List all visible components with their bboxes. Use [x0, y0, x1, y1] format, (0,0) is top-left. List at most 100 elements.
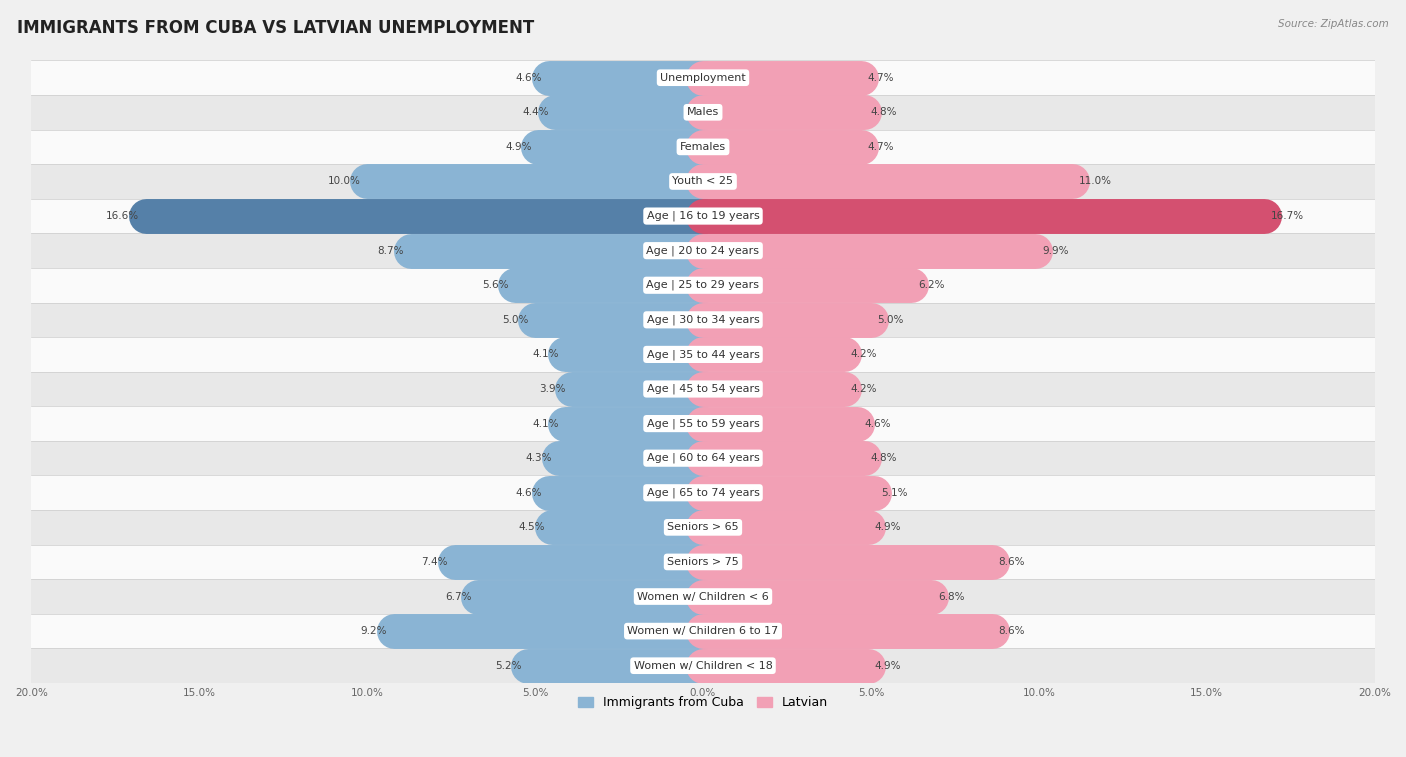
- Bar: [703, 205, 1264, 227]
- Bar: [703, 378, 844, 400]
- Text: Age | 20 to 24 years: Age | 20 to 24 years: [647, 245, 759, 256]
- Bar: [703, 655, 868, 677]
- Text: 9.9%: 9.9%: [1042, 246, 1069, 256]
- Text: 3.9%: 3.9%: [538, 384, 565, 394]
- Text: Females: Females: [681, 142, 725, 152]
- Legend: Immigrants from Cuba, Latvian: Immigrants from Cuba, Latvian: [574, 691, 832, 714]
- Text: Age | 65 to 74 years: Age | 65 to 74 years: [647, 488, 759, 498]
- Text: 5.0%: 5.0%: [877, 315, 904, 325]
- Bar: [565, 413, 703, 435]
- Text: 4.9%: 4.9%: [875, 661, 901, 671]
- Bar: [703, 413, 858, 435]
- Text: Age | 25 to 29 years: Age | 25 to 29 years: [647, 280, 759, 291]
- Bar: [31, 372, 1375, 407]
- Text: 8.6%: 8.6%: [998, 626, 1025, 636]
- Bar: [548, 481, 703, 504]
- Text: 5.0%: 5.0%: [502, 315, 529, 325]
- Text: Age | 55 to 59 years: Age | 55 to 59 years: [647, 419, 759, 428]
- Text: Age | 35 to 44 years: Age | 35 to 44 years: [647, 349, 759, 360]
- Text: 4.2%: 4.2%: [851, 384, 877, 394]
- Text: 4.2%: 4.2%: [851, 350, 877, 360]
- Text: 8.7%: 8.7%: [378, 246, 404, 256]
- Bar: [454, 550, 703, 573]
- Text: 4.1%: 4.1%: [531, 419, 558, 428]
- Bar: [31, 164, 1375, 199]
- Text: 4.8%: 4.8%: [870, 107, 897, 117]
- Bar: [553, 516, 703, 538]
- Bar: [548, 67, 703, 89]
- Bar: [703, 239, 1035, 262]
- Text: Women w/ Children 6 to 17: Women w/ Children 6 to 17: [627, 626, 779, 636]
- Text: 4.8%: 4.8%: [870, 453, 897, 463]
- Bar: [703, 447, 865, 469]
- Bar: [703, 274, 911, 297]
- Bar: [367, 170, 703, 193]
- Text: 7.4%: 7.4%: [422, 557, 447, 567]
- Bar: [538, 136, 703, 158]
- Bar: [31, 544, 1375, 579]
- Bar: [31, 268, 1375, 303]
- Text: 6.2%: 6.2%: [918, 280, 945, 290]
- Bar: [703, 101, 865, 123]
- Text: Seniors > 75: Seniors > 75: [666, 557, 740, 567]
- Text: IMMIGRANTS FROM CUBA VS LATVIAN UNEMPLOYMENT: IMMIGRANTS FROM CUBA VS LATVIAN UNEMPLOY…: [17, 19, 534, 37]
- Bar: [31, 614, 1375, 649]
- Bar: [565, 343, 703, 366]
- Text: Women w/ Children < 18: Women w/ Children < 18: [634, 661, 772, 671]
- Text: Seniors > 65: Seniors > 65: [668, 522, 738, 532]
- Text: 4.6%: 4.6%: [516, 73, 541, 83]
- Bar: [703, 550, 991, 573]
- Text: 5.2%: 5.2%: [495, 661, 522, 671]
- Text: Source: ZipAtlas.com: Source: ZipAtlas.com: [1278, 19, 1389, 29]
- Text: 4.5%: 4.5%: [519, 522, 546, 532]
- Bar: [31, 579, 1375, 614]
- Text: 9.2%: 9.2%: [361, 626, 388, 636]
- Text: 16.7%: 16.7%: [1271, 211, 1303, 221]
- Text: 6.8%: 6.8%: [938, 591, 965, 602]
- Bar: [703, 309, 870, 331]
- Text: 4.1%: 4.1%: [531, 350, 558, 360]
- Text: 5.6%: 5.6%: [482, 280, 508, 290]
- Text: Age | 60 to 64 years: Age | 60 to 64 years: [647, 453, 759, 463]
- Bar: [703, 516, 868, 538]
- Bar: [31, 199, 1375, 233]
- Bar: [31, 649, 1375, 683]
- Bar: [31, 475, 1375, 510]
- Text: Women w/ Children < 6: Women w/ Children < 6: [637, 591, 769, 602]
- Bar: [703, 136, 860, 158]
- Bar: [478, 585, 703, 608]
- Text: Males: Males: [688, 107, 718, 117]
- Bar: [31, 95, 1375, 129]
- Bar: [515, 274, 703, 297]
- Text: 4.9%: 4.9%: [875, 522, 901, 532]
- Text: 8.6%: 8.6%: [998, 557, 1025, 567]
- Bar: [31, 407, 1375, 441]
- Text: 6.7%: 6.7%: [444, 591, 471, 602]
- Text: Youth < 25: Youth < 25: [672, 176, 734, 186]
- Bar: [31, 303, 1375, 337]
- Text: 4.6%: 4.6%: [516, 488, 541, 498]
- Bar: [31, 337, 1375, 372]
- Bar: [31, 510, 1375, 544]
- Text: 4.3%: 4.3%: [526, 453, 553, 463]
- Text: 10.0%: 10.0%: [328, 176, 360, 186]
- Bar: [536, 309, 703, 331]
- Text: Age | 30 to 34 years: Age | 30 to 34 years: [647, 315, 759, 325]
- Text: Unemployment: Unemployment: [661, 73, 745, 83]
- Text: Age | 45 to 54 years: Age | 45 to 54 years: [647, 384, 759, 394]
- Bar: [572, 378, 703, 400]
- Bar: [703, 67, 860, 89]
- Text: 5.1%: 5.1%: [882, 488, 907, 498]
- Text: 11.0%: 11.0%: [1078, 176, 1112, 186]
- Bar: [31, 233, 1375, 268]
- Text: 4.7%: 4.7%: [868, 142, 894, 152]
- Text: 4.4%: 4.4%: [522, 107, 548, 117]
- Text: Age | 16 to 19 years: Age | 16 to 19 years: [647, 210, 759, 221]
- Text: 16.6%: 16.6%: [105, 211, 139, 221]
- Bar: [703, 481, 875, 504]
- Text: 4.7%: 4.7%: [868, 73, 894, 83]
- Bar: [703, 170, 1073, 193]
- Text: 4.9%: 4.9%: [505, 142, 531, 152]
- Bar: [411, 239, 703, 262]
- Bar: [555, 101, 703, 123]
